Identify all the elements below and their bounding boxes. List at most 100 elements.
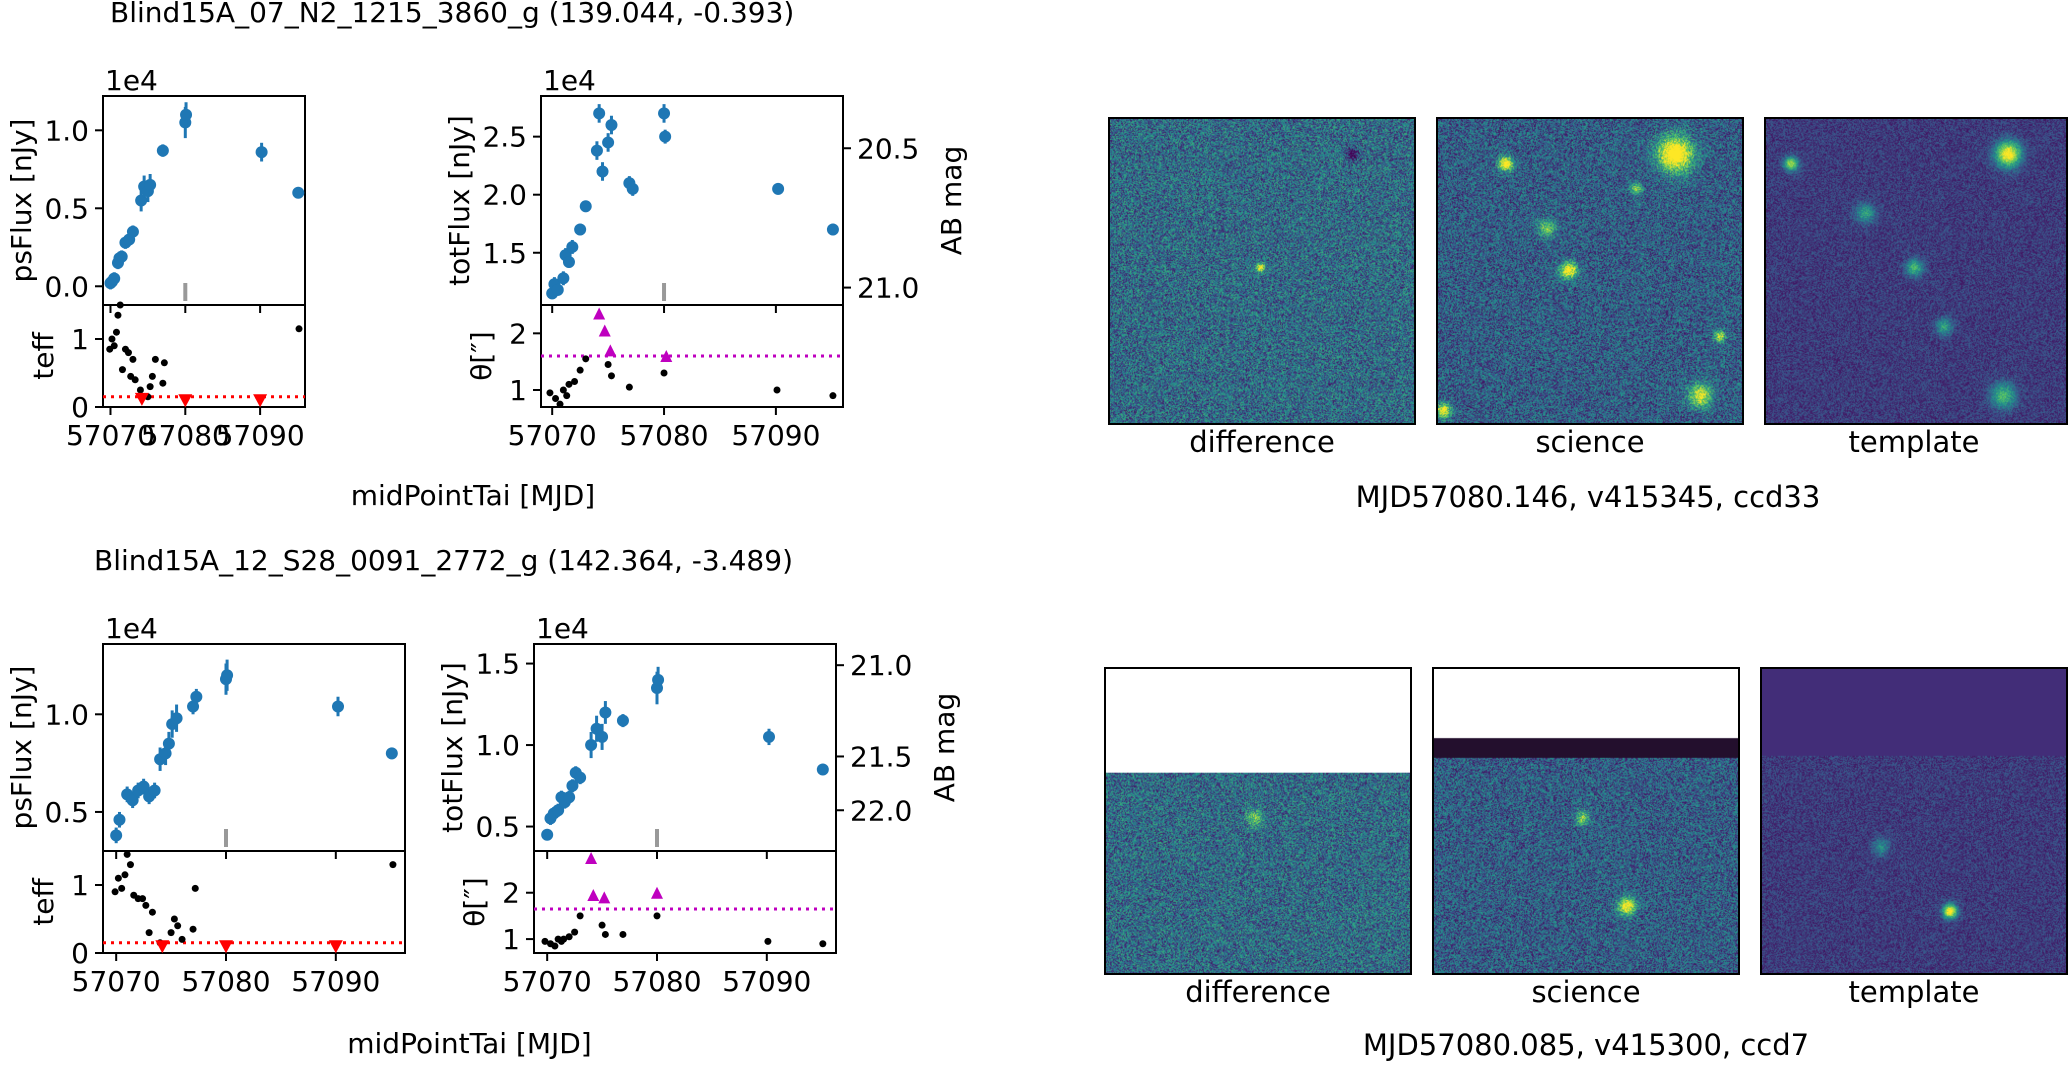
- flag-marker: [587, 889, 600, 902]
- subplot-seeing: 1 2 θ[″] 57070 57080 57090: [458, 850, 837, 998]
- data-point: [607, 372, 615, 380]
- cutout-label-science-2: science: [1531, 975, 1641, 1009]
- data-point: [114, 311, 122, 319]
- data-point: [191, 884, 199, 892]
- xtick-label: 57070: [66, 419, 155, 452]
- ylabel: θ[″]: [458, 877, 491, 926]
- ytick-right-label: 21.5: [850, 740, 912, 773]
- data-point: [819, 940, 827, 948]
- data-point: [159, 379, 167, 387]
- data-point: [151, 355, 159, 363]
- ytick-right-label: 20.5: [857, 132, 919, 165]
- xtick-label: 57090: [731, 419, 820, 452]
- data-point: [148, 372, 156, 380]
- data-point: [129, 355, 137, 363]
- ytick-label: 2: [502, 877, 520, 910]
- ylabel: teff: [27, 878, 60, 926]
- flag-marker: [650, 886, 663, 899]
- data-point: [180, 108, 193, 121]
- axes-frame: [102, 304, 306, 408]
- data-point: [574, 223, 587, 236]
- xtick-label: 57070: [503, 965, 592, 998]
- ytick-label: 1.0: [44, 698, 89, 731]
- data-point: [118, 884, 126, 892]
- data-point: [593, 107, 606, 120]
- data-point: [763, 730, 776, 743]
- data-point: [601, 930, 609, 938]
- data-point: [565, 380, 573, 388]
- data-point: [114, 874, 122, 882]
- data-point: [170, 915, 178, 923]
- data-point: [255, 146, 268, 159]
- data-point: [596, 165, 609, 178]
- data-point: [563, 392, 571, 400]
- data-point: [579, 200, 592, 213]
- data-point: [602, 136, 615, 149]
- data-point: [124, 349, 132, 357]
- data-point: [652, 673, 665, 686]
- data-point: [541, 937, 549, 945]
- cutout-caption-1: MJD57080.146, v415345, ccd33: [1355, 480, 1821, 514]
- data-point: [137, 780, 150, 793]
- ytick-label: 0.5: [475, 811, 520, 844]
- data-point: [108, 272, 121, 285]
- data-point: [385, 747, 398, 760]
- ylabel: psFlux [nJy]: [5, 666, 38, 830]
- data-point: [142, 901, 150, 909]
- ytick-label: 1: [71, 869, 89, 902]
- cutout-difference-1: [1108, 117, 1416, 425]
- data-point: [764, 937, 772, 945]
- ylabel-right: AB mag: [935, 146, 968, 255]
- data-point: [170, 712, 183, 725]
- data-point: [598, 921, 606, 929]
- data-point: [563, 791, 576, 804]
- data-point: [111, 888, 119, 896]
- data-point: [552, 804, 565, 817]
- subplot-seeing: 1 2 θ[″] 57070 57080 57090: [465, 304, 844, 452]
- data-point: [126, 225, 139, 238]
- data-point: [565, 933, 573, 941]
- axes-frame: [533, 643, 837, 852]
- data-point: [585, 739, 598, 752]
- data-point: [556, 400, 564, 408]
- axes-frame: [102, 850, 406, 954]
- data-point: [190, 690, 203, 703]
- ytick-label: 1: [502, 923, 520, 956]
- data-point: [619, 930, 627, 938]
- offset-text: 1e4: [105, 64, 158, 97]
- data-point: [653, 912, 661, 920]
- ylabel: psFlux [nJy]: [5, 119, 38, 283]
- data-point: [557, 272, 570, 285]
- data-point: [145, 929, 153, 937]
- data-point: [148, 908, 156, 916]
- axes-frame: [102, 95, 306, 306]
- axes-frame: [533, 850, 837, 954]
- cutout-label-template-2: template: [1848, 975, 1980, 1009]
- data-point: [115, 250, 128, 263]
- cutout-template-1: [1764, 117, 2068, 425]
- panel-title-1: Blind15A_07_N2_1215_3860_g (139.044, -0.…: [110, 0, 795, 29]
- flag-marker: [660, 350, 673, 362]
- data-point: [148, 784, 161, 797]
- data-point: [126, 861, 134, 869]
- data-point: [660, 369, 668, 377]
- subplot-teff: 0 1 teff 57070 57080 57090: [27, 850, 406, 998]
- ytick-right-label: 22.0: [850, 794, 912, 827]
- offset-text: 1e4: [536, 612, 589, 645]
- ytick-label: 2.5: [482, 121, 527, 154]
- ylabel: teff: [27, 332, 60, 380]
- ytick-label: 0.0: [44, 270, 89, 303]
- data-point: [626, 182, 639, 195]
- data-point: [826, 223, 839, 236]
- data-point: [146, 383, 154, 391]
- ytick-label: 1.0: [44, 114, 89, 147]
- data-point: [113, 813, 126, 826]
- data-point: [772, 182, 785, 195]
- data-point: [576, 366, 584, 374]
- xtick-label: 57090: [216, 419, 305, 452]
- ylabel: totFlux [nJy]: [443, 115, 476, 286]
- limit-marker: [155, 940, 170, 954]
- ytick-label: 2: [509, 317, 527, 350]
